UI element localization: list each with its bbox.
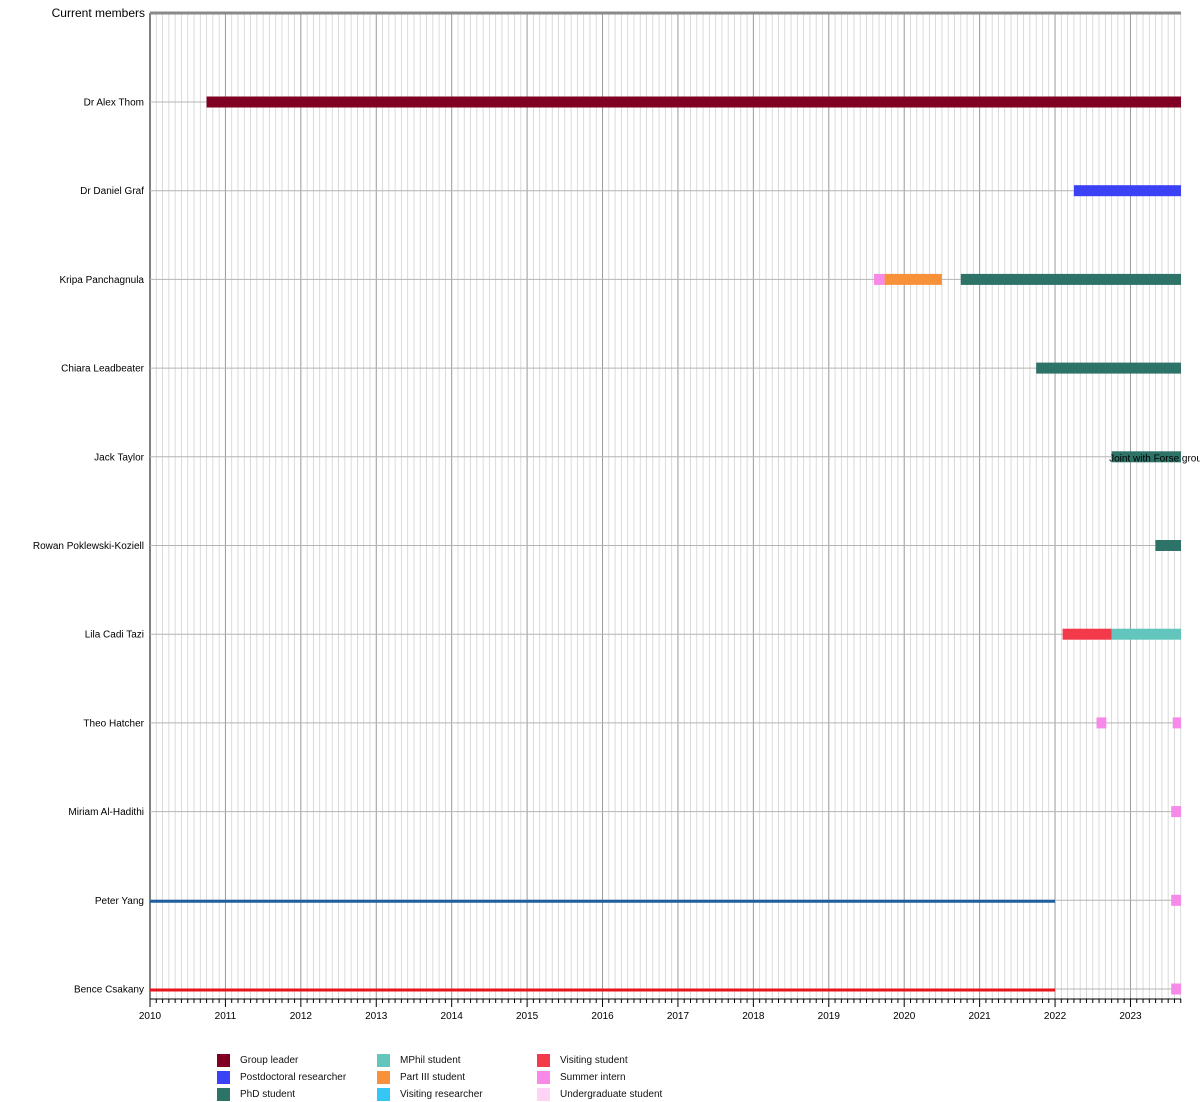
member-name: Kripa Panchagnula (59, 275, 144, 286)
member-bar-summer-intern (1171, 983, 1181, 995)
legend-label: Postdoctoral researcher (240, 1071, 347, 1083)
legend-item: Summer intern (537, 1069, 626, 1085)
member-bar-postdoc (1073, 185, 1181, 197)
legend-swatch (377, 1070, 390, 1084)
member-name: Miriam Al-Hadithi (68, 807, 144, 818)
legend: Group leader Postdoctoral researcher PhD s… (217, 1051, 697, 1102)
x-tick-label: 2012 (290, 1011, 313, 1022)
member-name: Lila Cadi Tazi (85, 630, 144, 641)
legend-label: MPhil student (400, 1054, 461, 1066)
legend-swatch (537, 1053, 550, 1067)
member-bar-phd (1155, 540, 1181, 551)
legend-item: Group leader (217, 1052, 298, 1068)
legend-item: Part III student (377, 1069, 465, 1085)
legend-label: Group leader (240, 1054, 299, 1066)
member-name: Theo Hatcher (83, 718, 144, 729)
member-bar-summer-intern (1171, 894, 1181, 906)
legend-item: Undergraduate student (537, 1086, 662, 1102)
legend-swatch (377, 1053, 390, 1067)
member-bar-summer-intern (1172, 717, 1181, 729)
legend-label: PhD student (240, 1088, 296, 1100)
legend-label: Summer intern (560, 1071, 626, 1083)
legend-item: Visiting student (537, 1052, 628, 1068)
x-tick-label: 2010 (139, 1011, 162, 1022)
x-tick-label: 2021 (969, 1011, 992, 1022)
member-bar-group-leader (206, 96, 1181, 108)
legend-swatch (217, 1070, 230, 1084)
timeline-plot: Current members 2010 2011 2012 2013 2014 2015 2… (33, 6, 1200, 1022)
legend-item: MPhil student (377, 1052, 461, 1068)
legend-item: PhD student (217, 1086, 295, 1102)
member-name: Bence Csakany (74, 985, 144, 996)
member-name: Jack Taylor (94, 452, 145, 463)
legend-item: Postdoctoral researcher (217, 1069, 346, 1085)
section-title: Current members (52, 6, 145, 20)
member-bar-phd (960, 273, 1181, 285)
x-tick-label: 2011 (215, 1011, 237, 1022)
member-bar-phd (1111, 451, 1181, 463)
x-tick-label: 2023 (1119, 1011, 1142, 1022)
legend-label: Part III student (400, 1071, 466, 1083)
member-bar-visiting-student (1062, 628, 1112, 640)
legend-label: Undergraduate student (560, 1088, 663, 1100)
member-bar-mphil (1111, 628, 1181, 640)
member-bar-summer-intern (1171, 806, 1181, 818)
legend-item: Visiting researcher (377, 1086, 483, 1102)
x-tick-label: 2018 (742, 1011, 765, 1022)
legend-swatch (217, 1087, 230, 1101)
member-bar-part3 (884, 273, 942, 285)
member-annotation: Joint with Forse group (1109, 453, 1200, 464)
member-bar-phd (1036, 362, 1181, 374)
member-name: Dr Daniel Graf (80, 186, 144, 197)
legend-swatch (537, 1070, 550, 1084)
x-tick-label: 2016 (591, 1011, 614, 1022)
member-name: Rowan Poklewski-Koziell (33, 541, 144, 552)
x-tick-label: 2017 (667, 1011, 690, 1022)
legend-swatch (377, 1087, 390, 1101)
x-tick-label: 2020 (893, 1011, 916, 1022)
member-bar-summer-intern (1096, 717, 1107, 729)
member-bar-summer-intern (874, 273, 885, 285)
legend-label: Visiting student (560, 1054, 628, 1066)
member-name: Peter Yang (95, 896, 144, 907)
x-tick-label: 2019 (818, 1011, 841, 1022)
member-name: Chiara Leadbeater (61, 364, 145, 375)
legend-swatch (537, 1087, 550, 1101)
x-tick-label: 2022 (1044, 1011, 1067, 1022)
legend-label: Visiting researcher (400, 1088, 483, 1100)
legend-swatch (217, 1053, 230, 1067)
x-tick-label: 2014 (441, 1011, 464, 1022)
member-name: Dr Alex Thom (84, 98, 144, 109)
x-tick-label: 2015 (516, 1011, 539, 1022)
x-tick-label: 2013 (365, 1011, 388, 1022)
